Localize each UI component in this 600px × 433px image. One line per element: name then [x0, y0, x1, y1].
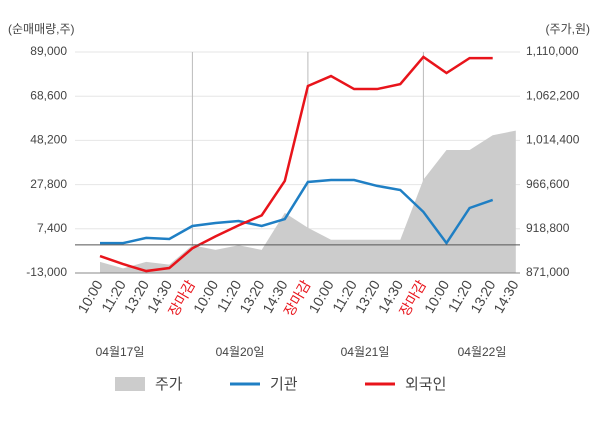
x-tick-label: 10:00 — [190, 277, 221, 316]
y-tick-label: -13,000 — [26, 265, 67, 279]
y2-axis-label: (주가,원) — [546, 22, 590, 36]
y2-tick-label: 918,800 — [526, 221, 570, 235]
y2-tick-label: 871,000 — [526, 265, 570, 279]
y-tick-label: 89,000 — [30, 44, 67, 58]
y-axis-label: (순매매량,주) — [8, 22, 75, 36]
y2-tick-label: 1,014,400 — [526, 133, 580, 147]
y-tick-label: 27,800 — [30, 177, 67, 191]
date-label: 04월21일 — [341, 345, 390, 359]
y2-tick-label: 1,062,200 — [526, 88, 580, 102]
date-label: 04월20일 — [216, 345, 265, 359]
y2-tick-label: 1,110,000 — [526, 44, 579, 58]
legend-label: 외국인 — [405, 376, 446, 393]
series-line — [100, 178, 494, 246]
x-tick-label: 10:00 — [74, 277, 105, 316]
y-tick-label: 7,400 — [37, 221, 67, 235]
series-line — [99, 55, 493, 273]
x-tick-label: 10:00 — [421, 277, 452, 316]
x-tick-label: 10:00 — [305, 277, 336, 316]
date-label: 04월22일 — [458, 345, 507, 359]
price-area — [100, 130, 516, 273]
y2-tick-label: 966,600 — [526, 177, 570, 191]
legend-label: 주가 — [155, 376, 183, 393]
date-label: 04월17일 — [96, 345, 145, 359]
y-tick-label: 48,200 — [30, 133, 67, 147]
y-tick-label: 68,600 — [30, 88, 67, 102]
legend-label: 기관 — [270, 376, 298, 393]
legend-swatch — [115, 377, 145, 391]
x-tick-label: 14:30 — [490, 277, 521, 316]
